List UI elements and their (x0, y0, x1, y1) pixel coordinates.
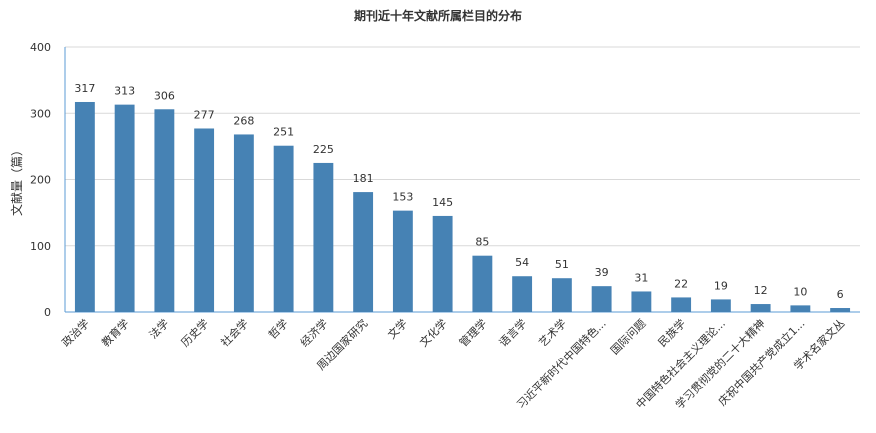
x-category-label: 艺术学 (536, 316, 569, 349)
bar-value-label: 145 (432, 196, 453, 209)
bar[interactable] (114, 104, 135, 312)
bar-value-label: 39 (595, 266, 609, 279)
bar-value-label: 54 (515, 256, 529, 269)
bar[interactable] (273, 145, 294, 312)
x-category-label: 哲学 (265, 316, 290, 341)
x-category-label: 法学 (146, 316, 171, 341)
x-category-label: 经济学 (297, 316, 330, 349)
bar-value-label: 31 (634, 271, 648, 284)
bar[interactable] (392, 210, 413, 312)
bar[interactable] (74, 101, 95, 312)
bar-value-label: 181 (353, 172, 374, 185)
bar[interactable] (432, 215, 453, 312)
bar-value-label: 12 (754, 284, 768, 297)
bar[interactable] (671, 297, 692, 312)
bar[interactable] (313, 162, 334, 312)
bar-value-label: 277 (194, 108, 215, 121)
y-tick-label: 400 (30, 41, 51, 54)
bar-value-label: 6 (837, 288, 844, 301)
x-category-label: 历史学 (178, 316, 211, 349)
bar[interactable] (353, 192, 374, 312)
bar[interactable] (512, 276, 533, 312)
bar[interactable] (233, 134, 254, 312)
x-category-label: 管理学 (456, 316, 489, 349)
x-category-label: 文学 (385, 316, 410, 341)
bar-value-label: 85 (475, 236, 489, 249)
bar-value-label: 225 (313, 143, 334, 156)
x-category-label: 国际问题 (608, 317, 648, 357)
bar-value-label: 313 (114, 85, 135, 98)
bar[interactable] (472, 255, 493, 312)
bar[interactable] (830, 308, 851, 312)
x-category-label: 社会学 (218, 316, 251, 349)
bar-value-label: 10 (793, 285, 807, 298)
x-category-label: 教育学 (99, 316, 132, 349)
bar[interactable] (194, 128, 215, 312)
bars-layer (74, 101, 851, 313)
y-axis-title: 文献量（篇） (9, 144, 24, 216)
bar-value-label: 153 (392, 191, 413, 204)
bar-value-label: 251 (273, 126, 294, 139)
bar-value-label: 51 (555, 258, 569, 271)
bar[interactable] (631, 291, 652, 312)
x-category-label: 语言学 (496, 316, 529, 349)
bar[interactable] (591, 286, 612, 312)
bar-value-label: 306 (154, 89, 175, 102)
y-tick-label: 100 (30, 240, 51, 253)
x-category-label: 文化学 (417, 316, 450, 349)
bar[interactable] (551, 278, 572, 312)
bar[interactable] (790, 305, 811, 312)
y-tick-label: 200 (30, 174, 51, 187)
x-category-label: 政治学 (59, 316, 92, 349)
bar[interactable] (154, 109, 175, 313)
bar[interactable] (750, 304, 771, 312)
bar[interactable] (710, 299, 731, 312)
bar-value-label: 22 (674, 277, 688, 290)
bar-value-label: 268 (233, 114, 254, 127)
chart-title: 期刊近十年文献所属栏目的分布 (353, 9, 522, 23)
y-tick-label: 0 (44, 306, 51, 319)
y-tick-label: 300 (30, 107, 51, 120)
x-category-label: 民族学 (655, 316, 688, 349)
bar-value-label: 317 (74, 82, 95, 95)
grid-layer (64, 46, 860, 313)
bar-value-label: 19 (714, 279, 728, 292)
